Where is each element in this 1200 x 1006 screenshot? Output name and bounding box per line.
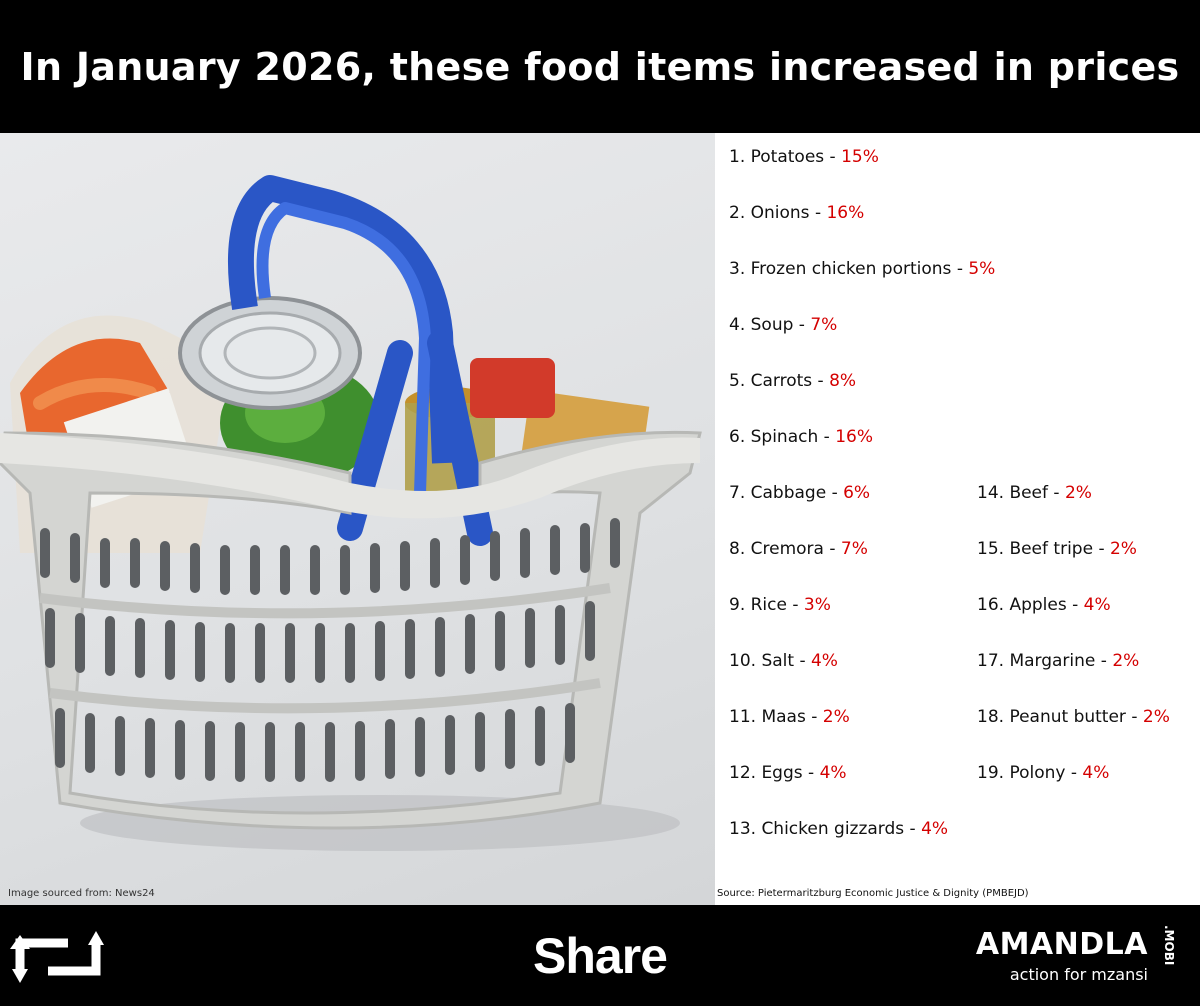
grocery-basket-photo: Image sourced from: News24 [0,133,715,905]
item-percent: 16% [835,427,873,447]
item-label: 5. Carrots - [729,371,830,391]
share-button[interactable]: Share [533,928,668,984]
list-item: 14. Beef - 2% [977,483,1092,503]
list-item: 12. Eggs - 4% [729,763,847,783]
basket-illustration [0,175,702,851]
item-label: 9. Rice - [729,595,804,615]
item-percent: 2% [822,707,850,727]
item-label: 15. Beef tripe - [977,539,1110,559]
item-percent: 7% [840,539,868,559]
item-percent: 2% [1142,707,1170,727]
item-percent: 2% [1109,539,1137,559]
item-label: 19. Polony - [977,763,1083,783]
list-item: 7. Cabbage - 6% [729,483,870,503]
list-item: 4. Soup - 7% [729,315,837,335]
item-percent: 2% [1112,651,1140,671]
item-label: 13. Chicken gizzards - [729,819,922,839]
list-item: 15. Beef tripe - 2% [977,539,1137,559]
list-item: 13. Chicken gizzards - 4% [729,819,948,839]
item-percent: 3% [803,595,831,615]
item-percent: 4% [810,651,838,671]
item-label: 6. Spinach - [729,427,836,447]
item-label: 2. Onions - [729,203,827,223]
item-percent: 5% [968,259,996,279]
item-percent: 4% [1083,595,1111,615]
item-label: 17. Margarine - [977,651,1113,671]
list-item: 2. Onions - 16% [729,203,864,223]
list-item: 19. Polony - 4% [977,763,1109,783]
item-label: 3. Frozen chicken portions - [729,259,969,279]
list-item: 3. Frozen chicken portions - 5% [729,259,995,279]
list-item: 6. Spinach - 16% [729,427,873,447]
item-label: 10. Salt - [729,651,811,671]
item-percent: 4% [819,763,847,783]
list-item: 1. Potatoes - 15% [729,147,879,167]
brand-tagline: action for mzansi [1009,965,1148,984]
list-item: 9. Rice - 3% [729,595,831,615]
page-title: In January 2026, these food items increa… [20,44,1180,89]
item-label: 8. Cremora - [729,539,841,559]
footer-bar: Share AMANDLA .MOBI action for mzansi [0,905,1200,1006]
item-label: 11. Maas - [729,707,823,727]
item-label: 12. Eggs - [729,763,820,783]
item-label: 16. Apples - [977,595,1084,615]
item-percent: 6% [843,483,871,503]
image-credit: Image sourced from: News24 [8,888,155,899]
item-label: 14. Beef - [977,483,1065,503]
item-percent: 4% [921,819,949,839]
item-percent: 8% [829,371,857,391]
item-percent: 16% [826,203,865,223]
source-note: Source: Pietermaritzburg Economic Justic… [717,888,1029,899]
list-item: 18. Peanut butter - 2% [977,707,1170,727]
list-item: 16. Apples - 4% [977,595,1111,615]
item-label: 18. Peanut butter - [977,707,1143,727]
price-increase-list: 1. Potatoes - 15% 2. Onions - 16% 3. Fro… [715,133,1200,905]
list-item: 17. Margarine - 2% [977,651,1139,671]
item-percent: 15% [841,147,879,167]
item-percent: 7% [810,315,838,335]
item-label: 1. Potatoes - [729,147,842,167]
list-item: 5. Carrots - 8% [729,371,856,391]
list-item: 8. Cremora - 7% [729,539,868,559]
retweet-icon[interactable] [10,929,106,985]
list-item: 11. Maas - 2% [729,707,850,727]
list-item: 10. Salt - 4% [729,651,838,671]
item-label: 7. Cabbage - [729,483,844,503]
brand-suffix: .MOBI [1162,925,1176,966]
item-percent: 4% [1082,763,1110,783]
item-label: 4. Soup - [729,315,811,335]
brand-logo: AMANDLA .MOBI action for mzansi [976,925,1176,991]
header-bar: In January 2026, these food items increa… [0,0,1200,133]
brand-name: AMANDLA [975,927,1148,962]
item-percent: 2% [1064,483,1092,503]
